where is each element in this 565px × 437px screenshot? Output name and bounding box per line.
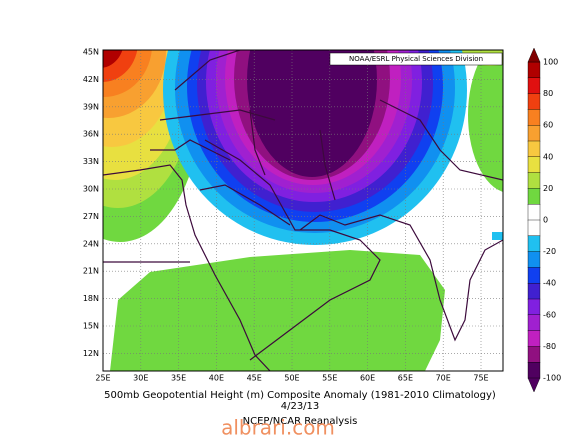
- lat-label: 15N: [83, 322, 99, 331]
- credit: NOAA/ESRL Physical Sciences Division: [349, 55, 483, 63]
- colorbar-label: -40: [543, 279, 556, 288]
- lon-label: 40E: [209, 374, 224, 383]
- colorbar-label: 80: [543, 89, 553, 98]
- lon-label: 25E: [95, 374, 110, 383]
- colorbar-segment: [527, 314, 541, 332]
- colorbar-segment: [527, 172, 541, 189]
- lon-label: 70E: [436, 374, 451, 383]
- colorbar-segment: [527, 298, 541, 316]
- colorbar-label: 100: [543, 58, 558, 67]
- colorbar-label: -20: [543, 247, 556, 256]
- colorbar-segment: [527, 267, 541, 284]
- colorbar-label: -60: [543, 310, 556, 319]
- colorbar: 100 80 60 40 20 0 -20 -40 -60 -80 -100: [527, 47, 561, 393]
- credit-box: [329, 52, 503, 66]
- lon-label: 55E: [322, 374, 337, 383]
- colorbar-segment: [527, 346, 541, 363]
- colorbar-label: -100: [543, 374, 561, 383]
- colorbar-segment: [527, 77, 541, 95]
- colorbar-label: 60: [543, 121, 553, 130]
- lat-label: 18N: [83, 294, 99, 303]
- colorbar-segment: [527, 251, 541, 268]
- lon-label: 30E: [133, 374, 148, 383]
- colorbar-segment: [527, 124, 541, 142]
- colorbar-segment: [527, 330, 541, 347]
- caption-title: 500mb Geopotential Height (m) Composite …: [104, 390, 496, 401]
- lat-label: 21N: [83, 267, 99, 276]
- lat-label: 45N: [83, 48, 99, 57]
- colorbar-label: 40: [543, 152, 553, 161]
- colorbar-segment: [527, 219, 541, 237]
- lon-label: 45E: [247, 374, 262, 383]
- lon-label: 50E: [284, 374, 299, 383]
- colorbar-segment: [527, 283, 541, 300]
- lat-label: 30N: [83, 185, 99, 194]
- lat-label: 24N: [83, 239, 99, 248]
- colorbar-segment: [527, 93, 541, 110]
- lon-label: 35E: [171, 374, 186, 383]
- colorbar-label: 0: [543, 216, 548, 225]
- colorbar-label: -80: [543, 342, 556, 351]
- colorbar-segment: [527, 109, 541, 126]
- colorbar-segment: [527, 188, 541, 205]
- lat-label: 27N: [83, 212, 99, 221]
- lat-label: 33N: [83, 157, 99, 166]
- colorbar-cap: [527, 377, 541, 393]
- colorbar-segment: [527, 235, 541, 253]
- lat-label: 42N: [83, 75, 99, 84]
- graticule: [103, 50, 503, 371]
- caption-date: 4/23/13: [281, 401, 320, 412]
- lon-label: 60E: [360, 374, 375, 383]
- anomaly-field: [103, 50, 503, 371]
- lat-label: 36N: [83, 130, 99, 139]
- coastlines: [103, 50, 503, 371]
- caption-source: NCEP/NCAR Reanalysis: [243, 416, 358, 427]
- colorbar-cap: [527, 47, 541, 63]
- colorbar-segment: [527, 156, 541, 174]
- lat-label: 12N: [83, 349, 99, 358]
- colorbar-label: 20: [543, 184, 553, 193]
- lon-label: 75E: [473, 374, 488, 383]
- lon-label: 65E: [398, 374, 413, 383]
- colorbar-segment: [527, 61, 541, 79]
- colorbar-segment: [527, 203, 541, 221]
- colorbar-segment: [527, 362, 541, 379]
- colorbar-segment: [527, 140, 541, 158]
- map-frame: [102, 49, 504, 372]
- watermark: albrari.com: [221, 416, 335, 437]
- lat-label: 39N: [83, 102, 99, 111]
